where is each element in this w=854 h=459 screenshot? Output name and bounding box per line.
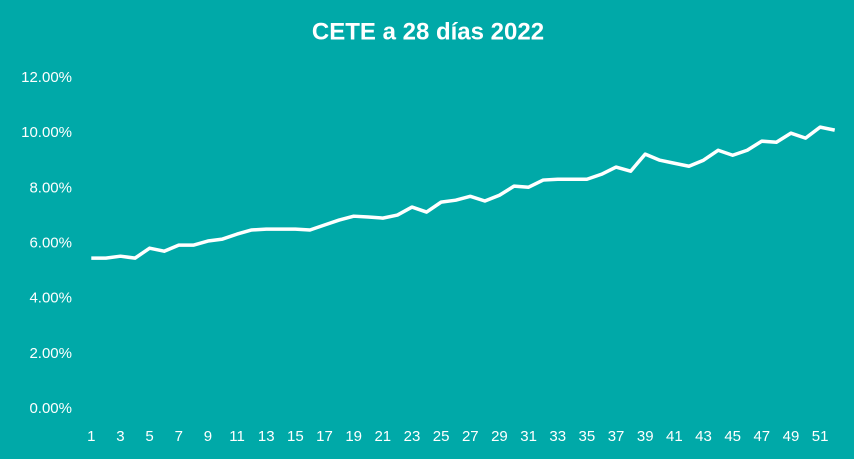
x-tick-label: 39 xyxy=(637,428,654,445)
x-tick-label: 31 xyxy=(520,428,537,445)
x-tick-label: 15 xyxy=(287,428,304,445)
x-tick-label: 21 xyxy=(374,428,391,445)
x-tick-label: 19 xyxy=(345,428,362,445)
x-tick-label: 41 xyxy=(666,428,683,445)
y-tick-label: 0.00% xyxy=(29,400,72,417)
y-tick-label: 10.00% xyxy=(21,124,72,141)
y-tick-label: 12.00% xyxy=(21,69,72,86)
y-tick-label: 4.00% xyxy=(29,290,72,307)
x-tick-label: 17 xyxy=(316,428,333,445)
x-tick-label: 51 xyxy=(812,428,829,445)
x-tick-label: 1 xyxy=(87,428,95,445)
y-tick-label: 8.00% xyxy=(29,179,72,196)
x-tick-label: 23 xyxy=(404,428,421,445)
x-tick-label: 11 xyxy=(229,428,245,445)
data-line xyxy=(91,125,836,260)
x-tick-label: 45 xyxy=(724,428,741,445)
x-tick-label: 13 xyxy=(258,428,275,445)
chart-title: CETE a 28 días 2022 xyxy=(312,18,544,45)
y-tick-label: 6.00% xyxy=(29,234,72,251)
x-tick-label: 3 xyxy=(116,428,124,445)
x-tick-label: 49 xyxy=(783,428,800,445)
x-tick-label: 33 xyxy=(549,428,566,445)
x-tick-label: 47 xyxy=(753,428,770,445)
x-tick-label: 27 xyxy=(462,428,479,445)
x-tick-label: 9 xyxy=(204,428,212,445)
x-tick-label: 29 xyxy=(491,428,508,445)
x-tick-label: 35 xyxy=(579,428,596,445)
y-tick-label: 2.00% xyxy=(29,345,72,362)
x-tick-label: 43 xyxy=(695,428,712,445)
x-tick-label: 7 xyxy=(175,428,183,445)
x-tick-label: 37 xyxy=(608,428,625,445)
x-tick-label: 25 xyxy=(433,428,450,445)
x-tick-label: 5 xyxy=(145,428,153,445)
